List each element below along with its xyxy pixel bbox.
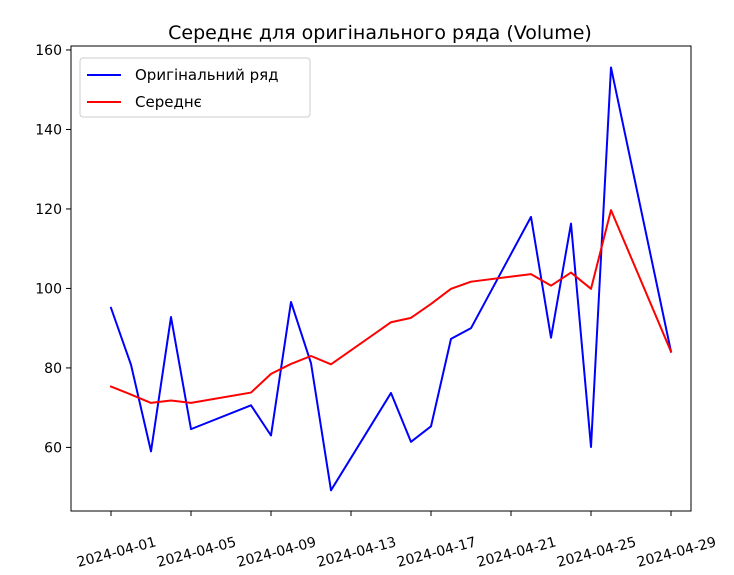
x-tick-label: 2024-04-09	[235, 534, 318, 571]
legend-box	[79, 57, 311, 118]
x-tick-label: 2024-04-05	[155, 534, 238, 571]
y-tick-label: 100	[35, 281, 62, 297]
x-tick-label: 2024-04-01	[75, 534, 158, 571]
y-tick-label: 80	[44, 361, 62, 377]
series-lines	[109, 66, 673, 492]
y-tick-label: 60	[44, 440, 62, 456]
x-tick-label: 2024-04-25	[555, 534, 638, 571]
series-line-2	[109, 209, 673, 404]
series-line-1	[109, 66, 673, 492]
y-tick-label: 160	[35, 43, 62, 59]
x-tick-label: 2024-04-29	[635, 534, 718, 571]
y-tick-label: 120	[35, 202, 62, 218]
y-tick-label: 140	[35, 122, 62, 138]
legend: Оригінальний ряд Середнє	[79, 57, 311, 118]
legend-label-2: Середнє	[135, 93, 202, 111]
chart-title: Середнє для оригінального ряда (Volume)	[168, 22, 592, 44]
x-tick-label: 2024-04-21	[475, 534, 558, 571]
x-tick-label: 2024-04-13	[315, 534, 398, 571]
axes: 60801001201401602024-04-012024-04-052024…	[35, 43, 718, 571]
plot-frame	[70, 45, 692, 512]
x-tick-label: 2024-04-17	[395, 534, 478, 571]
legend-label-1: Оригінальний ряд	[135, 66, 279, 84]
